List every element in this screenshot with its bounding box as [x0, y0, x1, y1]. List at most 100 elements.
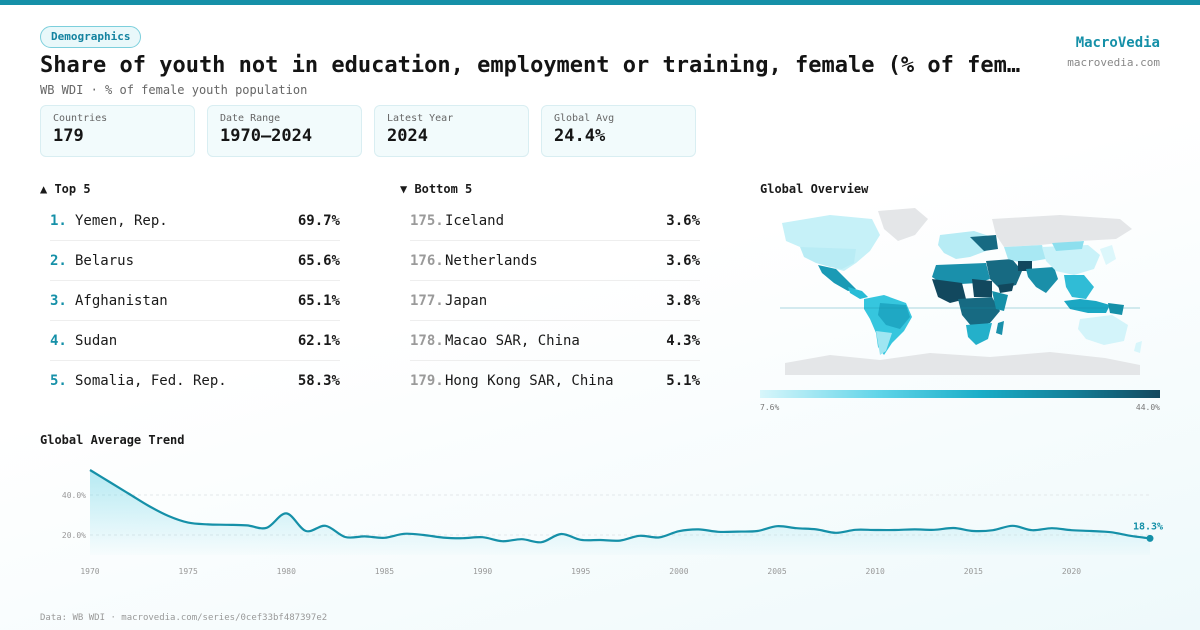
map-legend-gradient — [760, 390, 1160, 398]
top5-row[interactable]: 2. Belarus 65.6% — [50, 241, 340, 281]
bottom5-row[interactable]: 175. Iceland 3.6% — [410, 201, 700, 241]
bottom5-row[interactable]: 177. Japan 3.8% — [410, 281, 700, 321]
trend-x-tick-label: 2000 — [669, 567, 688, 576]
stat-value: 1970–2024 — [220, 126, 313, 146]
map-region-north-america — [782, 215, 880, 271]
trend-x-tick-label: 1975 — [179, 567, 198, 576]
map-region-indonesia — [1064, 299, 1110, 313]
top5-row[interactable]: 4. Sudan 62.1% — [50, 321, 340, 361]
category-badge[interactable]: Demographics — [40, 26, 142, 48]
stat-value: 179 — [53, 126, 84, 146]
rank-number: 3. — [50, 293, 67, 309]
trend-x-tick-label: 1970 — [80, 567, 99, 576]
global-average-trend-chart[interactable]: 1970 1975 1980 1985 1990 1995 2000 2005 2010 2015… — [40, 455, 1170, 585]
map-region-madagascar — [996, 321, 1004, 335]
map-region-russia — [992, 215, 1132, 247]
bottom5-row[interactable]: 176. Netherlands 3.6% — [410, 241, 700, 281]
bottom5-heading: ▼ Bottom 5 — [400, 182, 473, 196]
country-name: Somalia, Fed. Rep. — [75, 373, 227, 389]
rank-number: 177. — [410, 293, 444, 309]
page-subtitle: WB WDI · % of female youth population — [40, 83, 308, 97]
map-region-yemen — [998, 283, 1014, 293]
top5-row[interactable]: 3. Afghanistan 65.1% — [50, 281, 340, 321]
rank-number: 176. — [410, 253, 444, 269]
stat-value: 2024 — [387, 126, 428, 146]
map-region-afghanistan — [1018, 261, 1032, 271]
trend-area-fill — [90, 470, 1150, 555]
stat-card-global-avg: Global Avg 24.4% — [541, 105, 696, 157]
trend-x-tick-label: 1990 — [473, 567, 492, 576]
top5-row[interactable]: 5. Somalia, Fed. Rep. 58.3% — [50, 361, 340, 401]
rank-number: 178. — [410, 333, 444, 349]
map-region-greenland — [878, 208, 928, 241]
map-legend-min: 7.6% — [760, 403, 780, 412]
trend-x-tick-label: 2005 — [767, 567, 786, 576]
country-name: Sudan — [75, 333, 118, 349]
stat-card-latest-year: Latest Year 2024 — [374, 105, 529, 157]
country-name: Iceland — [445, 213, 505, 229]
map-heading: Global Overview — [760, 182, 869, 196]
country-name: Yemen, Rep. — [75, 213, 168, 229]
country-value: 3.8% — [666, 293, 700, 309]
rank-number: 175. — [410, 213, 444, 229]
bottom5-row[interactable]: 179. Hong Kong SAR, China 5.1% — [410, 361, 700, 401]
trend-x-tick-label: 2010 — [866, 567, 885, 576]
top5-heading: ▲ Top 5 — [40, 182, 91, 196]
brand-url[interactable]: macrovedia.com — [1067, 56, 1160, 69]
stat-label: Date Range — [220, 113, 281, 124]
country-name: Japan — [445, 293, 488, 309]
trend-x-tick-label: 1995 — [571, 567, 590, 576]
page-title: Share of youth not in education, employm… — [40, 53, 1030, 78]
map-region-central-africa — [958, 297, 1000, 327]
top-accent-bar — [0, 0, 1200, 5]
country-name: Belarus — [75, 253, 135, 269]
stat-label: Countries — [53, 113, 108, 124]
country-value: 58.3% — [297, 373, 340, 389]
map-region-southern-cone — [876, 331, 892, 355]
map-region-eastern-europe — [970, 235, 998, 251]
trend-x-tick-label: 2015 — [964, 567, 983, 576]
trend-y-tick-label: 40.0% — [62, 491, 86, 500]
map-region-usa — [800, 247, 856, 269]
map-region-mongolia — [1052, 241, 1084, 251]
map-region-middle-east — [986, 259, 1022, 289]
country-name: Afghanistan — [75, 293, 168, 309]
map-region-china — [1042, 245, 1100, 275]
map-region-south-asia — [1026, 267, 1058, 293]
stat-card-countries: Countries 179 — [40, 105, 195, 157]
map-region-australia — [1078, 315, 1128, 345]
rank-number: 4. — [50, 333, 67, 349]
bottom5-row[interactable]: 178. Macao SAR, China 4.3% — [410, 321, 700, 361]
country-value: 65.6% — [297, 253, 340, 269]
country-name: Hong Kong SAR, China — [445, 373, 614, 389]
trend-x-tick-label: 1980 — [277, 567, 296, 576]
map-region-central-america — [848, 287, 868, 299]
map-legend-max: 44.0% — [1135, 403, 1160, 412]
stat-label: Global Avg — [554, 113, 615, 124]
map-region-antarctica — [785, 352, 1140, 375]
trend-last-value-label: 18.3% — [1133, 521, 1163, 532]
map-region-papua — [1108, 303, 1124, 315]
country-value: 5.1% — [666, 373, 700, 389]
stat-card-date-range: Date Range 1970–2024 — [207, 105, 362, 157]
country-value: 3.6% — [666, 253, 700, 269]
map-region-east-africa — [992, 291, 1008, 311]
map-region-southeast-asia — [1064, 275, 1094, 299]
country-name: Netherlands — [445, 253, 538, 269]
trend-line — [89, 469, 1151, 544]
country-value: 62.1% — [297, 333, 340, 349]
brand-name[interactable]: MacroVedia — [1075, 35, 1160, 51]
country-name: Macao SAR, China — [445, 333, 580, 349]
footer-source: Data: WB WDI · macrovedia.com/series/0ce… — [40, 613, 328, 623]
map-region-west-africa — [932, 279, 966, 303]
country-value: 4.3% — [666, 333, 700, 349]
trend-y-tick-label: 20.0% — [62, 531, 86, 540]
trend-heading: Global Average Trend — [40, 433, 185, 447]
country-value: 69.7% — [297, 213, 340, 229]
top5-row[interactable]: 1. Yemen, Rep. 69.7% — [50, 201, 340, 241]
world-choropleth-map[interactable] — [760, 205, 1160, 385]
stat-value: 24.4% — [554, 126, 606, 146]
country-value: 3.6% — [666, 213, 700, 229]
rank-number: 1. — [50, 213, 67, 229]
map-region-new-zealand — [1134, 341, 1142, 353]
